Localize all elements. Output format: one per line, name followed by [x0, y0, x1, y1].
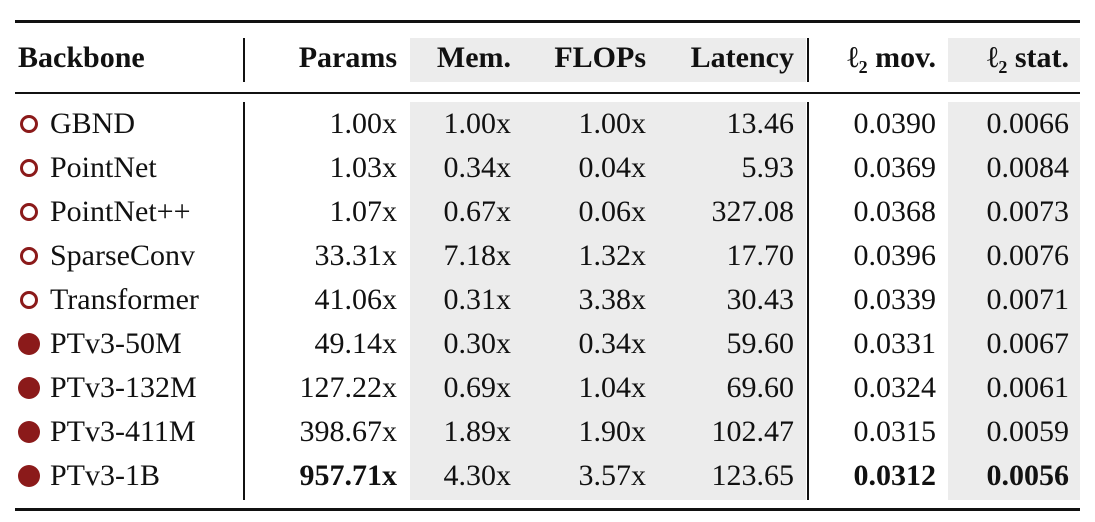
value-cell: 0.34x	[443, 151, 512, 184]
header-cell: FLOPs	[554, 41, 646, 74]
value-cell: 59.60	[726, 327, 795, 360]
value-cell: 0.0071	[986, 283, 1070, 316]
value-cell: 0.0084	[986, 151, 1070, 184]
value-cell: 0.67x	[443, 195, 512, 228]
header-cell: Backbone	[18, 41, 145, 74]
value-cell: 0.0073	[986, 195, 1070, 228]
value-cell: 0.0312	[853, 459, 937, 492]
value-cell: 5.93	[741, 151, 795, 184]
value-cell: 1.90x	[578, 415, 647, 448]
value-cell: 123.65	[711, 459, 795, 492]
value-cell: 0.0390	[853, 107, 937, 140]
value-cell: 0.0066	[986, 107, 1070, 140]
value-cell: 0.30x	[443, 327, 512, 360]
shade	[410, 102, 806, 500]
value-cell: 7.18x	[443, 239, 512, 272]
value-cell: 0.0369	[853, 151, 937, 184]
marker	[20, 247, 38, 265]
marker	[20, 159, 38, 177]
marker	[20, 203, 38, 221]
value-cell: 0.06x	[578, 195, 647, 228]
value-cell: 0.0061	[986, 371, 1070, 404]
header-cell: Params	[298, 41, 397, 74]
v-rule	[243, 38, 245, 82]
shade	[948, 38, 1080, 82]
value-cell: 0.04x	[578, 151, 647, 184]
top-rule	[15, 20, 1080, 23]
marker	[18, 465, 40, 487]
value-cell: 30.43	[726, 283, 795, 316]
backbone-name: PTv3-411M	[50, 415, 196, 448]
shade	[410, 38, 806, 82]
value-cell: 1.07x	[329, 195, 398, 228]
value-cell: 41.06x	[314, 283, 398, 316]
marker	[18, 421, 40, 443]
value-cell: 3.57x	[578, 459, 647, 492]
value-cell: 1.03x	[329, 151, 398, 184]
value-cell: 17.70	[726, 239, 795, 272]
value-cell: 0.0339	[853, 283, 937, 316]
value-cell: 127.22x	[299, 371, 398, 404]
value-cell: 1.00x	[329, 107, 398, 140]
value-cell: 1.32x	[578, 239, 647, 272]
backbone-name: PTv3-132M	[50, 371, 197, 404]
header-cell: Latency	[690, 41, 794, 74]
value-cell: 0.0396	[853, 239, 937, 272]
header-cell: Mem.	[436, 41, 511, 74]
value-cell: 3.38x	[578, 283, 647, 316]
backbone-name: SparseConv	[50, 239, 195, 272]
header-cell: ℓ₂ mov.	[847, 41, 936, 74]
value-cell: 4.30x	[443, 459, 512, 492]
value-cell: 33.31x	[314, 239, 398, 272]
value-cell: 1.89x	[443, 415, 512, 448]
value-cell: 0.0056	[986, 459, 1070, 492]
v-rule	[807, 38, 809, 82]
value-cell: 69.60	[726, 371, 795, 404]
marker	[18, 333, 40, 355]
backbone-name: PointNet++	[50, 195, 191, 228]
value-cell: 327.08	[711, 195, 795, 228]
bottom-rule	[15, 508, 1080, 511]
value-cell: 1.00x	[443, 107, 512, 140]
value-cell: 0.34x	[578, 327, 647, 360]
value-cell: 0.0076	[986, 239, 1070, 272]
v-rule	[807, 102, 809, 500]
marker	[18, 377, 40, 399]
value-cell: 0.0315	[853, 415, 937, 448]
value-cell: 102.47	[711, 415, 795, 448]
value-cell: 13.46	[726, 107, 795, 140]
value-cell: 49.14x	[314, 327, 398, 360]
backbone-name: Transformer	[50, 283, 199, 316]
value-cell: 0.0368	[853, 195, 937, 228]
value-cell: 1.04x	[578, 371, 647, 404]
value-cell: 0.0067	[986, 327, 1070, 360]
marker	[20, 291, 38, 309]
value-cell: 0.0331	[853, 327, 937, 360]
v-rule	[243, 102, 245, 500]
value-cell: 0.0324	[853, 371, 937, 404]
value-cell: 398.67x	[299, 415, 398, 448]
backbone-name: PTv3-50M	[50, 327, 182, 360]
backbone-name: PTv3-1B	[50, 459, 161, 492]
value-cell: 0.31x	[443, 283, 512, 316]
value-cell: 0.0059	[986, 415, 1070, 448]
marker	[20, 115, 38, 133]
value-cell: 1.00x	[578, 107, 647, 140]
shade	[948, 102, 1080, 500]
header-cell: ℓ₂ stat.	[987, 41, 1069, 74]
mid-rule	[15, 92, 1080, 94]
backbone-name: PointNet	[50, 151, 157, 184]
value-cell: 957.71x	[299, 459, 398, 492]
backbone-name: GBND	[50, 107, 136, 140]
value-cell: 0.69x	[443, 371, 512, 404]
